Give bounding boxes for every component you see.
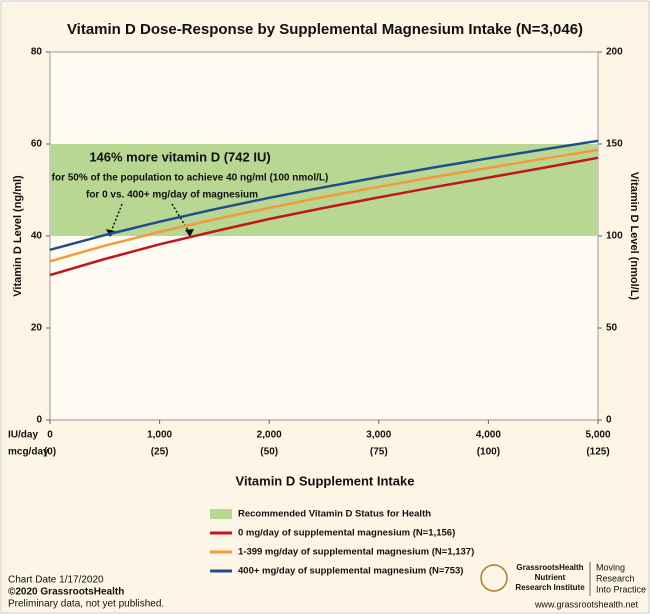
chart-title: Vitamin D Dose-Response by Supplemental … xyxy=(67,21,583,38)
legend-label: Recommended Vitamin D Status for Health xyxy=(238,509,431,520)
logo-icon xyxy=(480,564,508,592)
logo-text: Nutrient xyxy=(535,573,566,582)
x-tick-label: 5,000 xyxy=(585,430,610,441)
x-row-label: IU/day xyxy=(8,430,38,441)
footer: ©2020 GrassrootsHealth xyxy=(8,587,124,598)
y2-axis-title: Vitamin D Level (nmol/L) xyxy=(628,172,640,300)
y-axis-title: Vitamin D Level (ng/ml) xyxy=(12,175,24,297)
x-axis-title: Vitamin D Supplement Intake xyxy=(236,473,415,488)
y-tick-label: 60 xyxy=(31,139,43,150)
footer: Chart Date 1/17/2020 xyxy=(8,575,104,586)
footer: Preliminary data, not yet published. xyxy=(8,599,164,610)
x-tick-label: 3,000 xyxy=(366,430,391,441)
x-tick-label-mcg: (125) xyxy=(586,447,609,458)
website: www.grassrootshealth.net xyxy=(534,599,639,609)
legend-swatch xyxy=(210,509,232,519)
annotation: for 50% of the population to achieve 40 … xyxy=(52,173,329,184)
y-tick-label: 80 xyxy=(31,47,43,58)
annotation: for 0 vs. 400+ mg/day of magnesium xyxy=(86,190,258,201)
x-tick-label-mcg: (100) xyxy=(477,447,500,458)
y-tick-label: 20 xyxy=(31,323,43,334)
x-tick-label-mcg: (0) xyxy=(44,447,56,458)
x-row-label: mcg/day xyxy=(8,447,49,458)
x-tick-label: 1,000 xyxy=(147,430,172,441)
series-line xyxy=(49,139,599,252)
y2-tick-label: 150 xyxy=(606,139,623,150)
logo-text: GrassrootsHealth xyxy=(516,563,583,572)
logo-text: Into Practice xyxy=(596,584,646,594)
series-line xyxy=(49,148,599,263)
logo-text: Moving xyxy=(596,562,625,572)
y2-tick-label: 200 xyxy=(606,47,623,58)
annotation: 146% more vitamin D (742 IU) xyxy=(89,149,270,164)
x-tick-label: 0 xyxy=(47,430,53,441)
x-tick-label-mcg: (50) xyxy=(260,447,278,458)
legend-label: 400+ mg/day of supplemental magnesium (N… xyxy=(238,566,463,577)
logo-text: Research xyxy=(596,573,635,583)
x-tick-label: 2,000 xyxy=(257,430,282,441)
x-tick-label-mcg: (75) xyxy=(370,447,388,458)
y-tick-label: 0 xyxy=(36,415,42,426)
y2-tick-label: 100 xyxy=(606,231,623,242)
y2-tick-label: 0 xyxy=(606,415,612,426)
logo-text: Research Institute xyxy=(515,583,585,592)
recommended-band xyxy=(51,144,597,236)
y2-tick-label: 50 xyxy=(606,323,618,334)
x-tick-label: 4,000 xyxy=(476,430,501,441)
legend-label: 1-399 mg/day of supplemental magnesium (… xyxy=(238,547,474,558)
y-tick-label: 40 xyxy=(31,231,43,242)
legend-label: 0 mg/day of supplemental magnesium (N=1,… xyxy=(238,528,455,539)
series-line xyxy=(49,156,599,277)
x-tick-label-mcg: (25) xyxy=(151,447,169,458)
